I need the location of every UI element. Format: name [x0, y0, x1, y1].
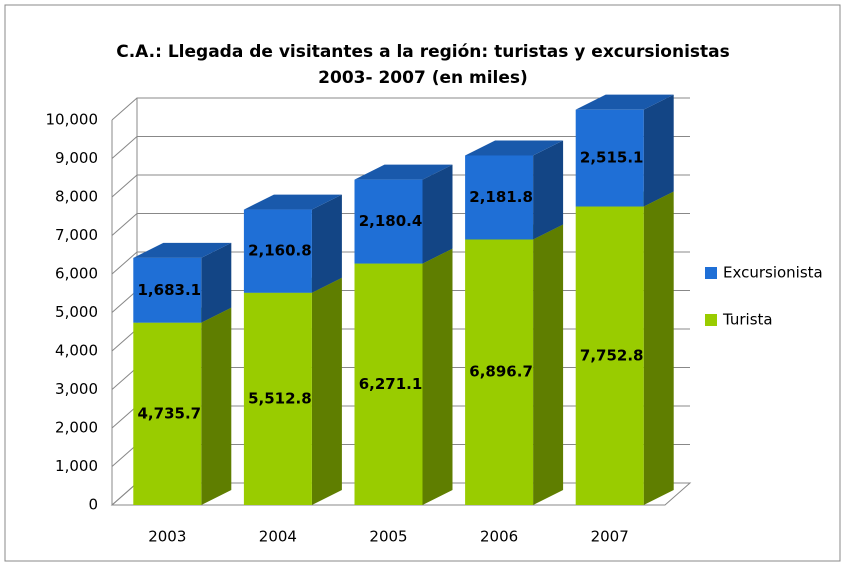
value-label: 5,512.8 [248, 389, 312, 407]
value-label: 4,735.7 [138, 404, 202, 422]
value-label: 1,683.1 [138, 281, 202, 299]
bar [575, 206, 644, 505]
bar [465, 155, 534, 240]
grid-line [111, 136, 690, 159]
x-tick-label: 2003 [148, 528, 186, 546]
bar [243, 292, 312, 505]
legend-label: Excursionista [723, 264, 823, 282]
bar-side [422, 164, 453, 264]
bar [465, 239, 534, 505]
chart-title: C.A.: Llegada de visitantes a la región:… [116, 42, 730, 62]
value-label: 7,752.8 [580, 346, 644, 364]
x-tick-label: 2006 [480, 528, 518, 546]
value-label: 6,896.7 [469, 363, 533, 381]
value-label: 2,180.4 [359, 212, 423, 230]
bar-side [201, 307, 232, 505]
legend-swatch [705, 267, 717, 279]
bar [354, 179, 423, 264]
bar-top [465, 140, 564, 156]
bar [575, 109, 644, 207]
bar [354, 263, 423, 505]
bar-side [533, 224, 564, 505]
x-tick-label: 2005 [369, 528, 407, 546]
bar-side [311, 277, 342, 505]
grid-line [111, 97, 690, 121]
legend-swatch [705, 314, 717, 326]
value-label: 2,160.8 [248, 242, 312, 260]
y-tick-label: 5,000 [55, 303, 98, 321]
bar-side [201, 242, 232, 323]
y-tick-label: 8,000 [55, 188, 98, 206]
bar-side [422, 248, 453, 505]
bar-side [643, 191, 674, 505]
legend-label: Turista [722, 311, 773, 329]
y-tick-label: 9,000 [55, 149, 98, 167]
y-tick-label: 4,000 [55, 342, 98, 360]
bar [243, 209, 312, 293]
y-tick-label: 1,000 [55, 457, 98, 475]
bar [133, 257, 202, 323]
chart-subtitle: 2003- 2007 (en miles) [318, 68, 528, 88]
y-tick-label: 0 [88, 496, 98, 514]
x-tick-label: 2007 [591, 528, 629, 546]
value-label: 2,181.8 [469, 188, 533, 206]
value-label: 2,515.1 [580, 149, 644, 167]
bar-top [354, 164, 453, 180]
y-tick-label: 3,000 [55, 380, 98, 398]
bar-top [133, 242, 232, 258]
y-tick-label: 2,000 [55, 419, 98, 437]
y-tick-label: 6,000 [55, 265, 98, 283]
y-tick-label: 10,000 [46, 111, 99, 129]
value-label: 6,271.1 [359, 375, 423, 393]
bar [133, 322, 202, 505]
bar-side [311, 194, 342, 293]
bar-top [243, 194, 342, 210]
bar-side [643, 94, 674, 207]
bar-side [533, 140, 564, 240]
y-tick-label: 7,000 [55, 226, 98, 244]
bar-top [575, 94, 674, 110]
x-tick-label: 2004 [259, 528, 297, 546]
